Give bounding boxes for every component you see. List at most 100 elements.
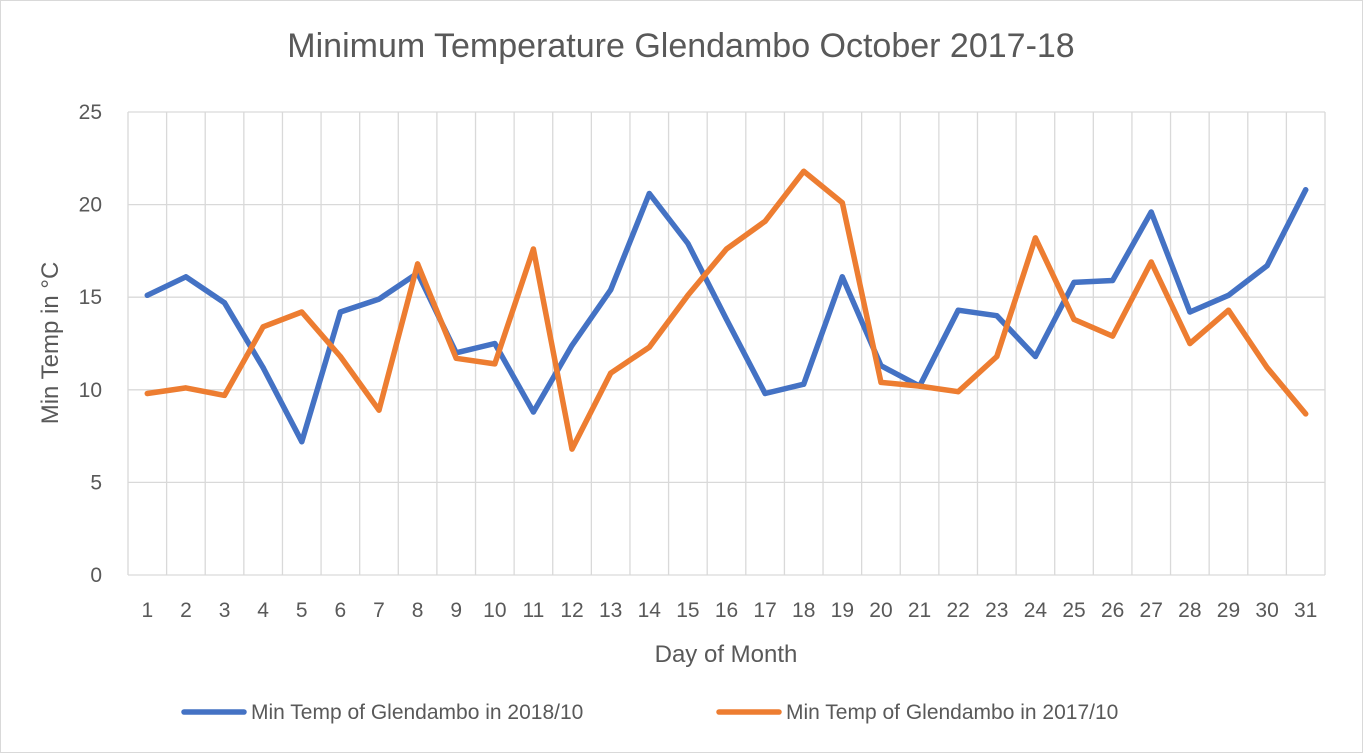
data-point-series-1 xyxy=(1110,277,1116,284)
data-point-series-2 xyxy=(376,407,382,413)
x-tick-label: 17 xyxy=(753,599,776,622)
data-point-series-2 xyxy=(569,446,575,452)
data-point-series-1 xyxy=(299,439,305,445)
data-point-series-1 xyxy=(1187,309,1193,315)
data-point-series-1 xyxy=(530,409,537,415)
x-tick-label: 11 xyxy=(523,599,545,622)
y-axis-label: Min Temp in °C xyxy=(37,262,64,425)
data-point-series-2 xyxy=(1303,411,1309,417)
x-tick-label: 10 xyxy=(483,599,506,622)
data-point-series-1 xyxy=(492,340,498,347)
y-tick-label: 25 xyxy=(79,101,102,124)
data-point-series-2 xyxy=(685,292,691,298)
data-point-series-1 xyxy=(646,190,652,197)
data-point-series-2 xyxy=(801,168,807,174)
data-point-series-2 xyxy=(646,344,652,350)
x-tick-label: 22 xyxy=(946,599,969,622)
data-point-series-1 xyxy=(1148,209,1154,215)
y-tick-labels: 0 5 10 15 20 25 xyxy=(79,101,102,587)
data-point-series-1 xyxy=(994,313,1000,319)
x-tick-label: 23 xyxy=(985,599,1008,622)
y-tick-label: 10 xyxy=(79,379,102,402)
data-point-series-2 xyxy=(839,200,845,206)
data-point-series-1 xyxy=(183,274,189,280)
data-point-series-1 xyxy=(144,292,150,298)
data-point-series-1 xyxy=(723,316,730,323)
x-tick-label: 31 xyxy=(1294,599,1317,622)
x-tick-label: 24 xyxy=(1024,599,1048,622)
data-point-series-2 xyxy=(878,379,884,385)
x-tick-label: 12 xyxy=(560,599,583,622)
data-point-series-2 xyxy=(1071,316,1077,323)
data-point-series-2 xyxy=(221,392,228,398)
data-point-series-2 xyxy=(1225,307,1232,313)
data-point-series-1 xyxy=(376,296,382,302)
data-point-series-1 xyxy=(260,364,266,371)
data-point-series-1 xyxy=(1071,279,1077,285)
grid-lines xyxy=(127,111,1326,576)
data-point-series-2 xyxy=(530,246,537,252)
data-point-series-1 xyxy=(839,274,845,280)
data-point-series-2 xyxy=(1032,235,1039,241)
x-tick-label: 13 xyxy=(599,599,622,622)
data-point-series-2 xyxy=(1264,364,1270,371)
data-point-series-1 xyxy=(1225,292,1232,298)
data-point-series-1 xyxy=(762,390,768,397)
x-tick-label: 20 xyxy=(869,599,892,622)
data-point-series-1 xyxy=(955,307,961,313)
x-tick-label: 16 xyxy=(715,599,738,622)
data-point-series-1 xyxy=(608,287,614,293)
x-tick-label: 1 xyxy=(141,599,153,622)
data-point-series-2 xyxy=(762,218,768,224)
data-point-series-2 xyxy=(453,355,459,361)
x-tick-label: 6 xyxy=(335,599,347,622)
x-tick-label: 30 xyxy=(1255,599,1278,622)
x-tick-label: 27 xyxy=(1140,599,1163,622)
data-point-series-1 xyxy=(569,342,575,348)
data-point-series-2 xyxy=(183,385,189,391)
legend-label-1: Min Temp of Glendambo in 2018/10 xyxy=(251,701,583,724)
x-tick-label: 25 xyxy=(1062,599,1085,622)
x-tick-label: 19 xyxy=(831,599,854,622)
x-tick-label: 21 xyxy=(908,599,931,622)
x-tick-label: 8 xyxy=(412,599,424,622)
x-tick-label: 26 xyxy=(1101,599,1124,622)
data-point-series-1 xyxy=(685,240,691,247)
data-point-series-1 xyxy=(221,300,228,306)
data-point-series-2 xyxy=(144,390,150,397)
legend-label-2: Min Temp of Glendambo in 2017/10 xyxy=(786,701,1118,724)
x-tick-label: 18 xyxy=(792,599,815,622)
data-point-series-2 xyxy=(337,353,343,360)
data-point-series-2 xyxy=(299,309,305,315)
x-tick-label: 5 xyxy=(296,599,308,622)
data-point-series-1 xyxy=(1303,187,1309,193)
data-point-series-2 xyxy=(994,353,1000,360)
data-point-series-2 xyxy=(723,246,730,252)
x-tick-label: 7 xyxy=(373,599,385,622)
data-point-series-2 xyxy=(414,261,421,267)
x-tick-label: 28 xyxy=(1178,599,1201,622)
legend: Min Temp of Glendambo in 2018/10 Min Temp… xyxy=(181,701,1118,724)
data-point-series-1 xyxy=(337,309,343,315)
series-lines xyxy=(144,168,1309,452)
data-point-series-2 xyxy=(608,370,614,376)
data-point-series-2 xyxy=(260,324,266,330)
x-tick-label: 29 xyxy=(1217,599,1240,622)
x-tick-label: 9 xyxy=(450,599,462,622)
data-point-series-2 xyxy=(1110,333,1116,339)
x-tick-label: 14 xyxy=(638,599,662,622)
data-point-series-2 xyxy=(916,383,923,389)
x-tick-label: 2 xyxy=(180,599,192,622)
data-point-series-1 xyxy=(1264,263,1270,269)
y-tick-label: 5 xyxy=(90,471,102,494)
data-point-series-1 xyxy=(1032,353,1039,360)
x-tick-label: 4 xyxy=(257,599,269,622)
data-point-series-2 xyxy=(492,361,498,367)
x-axis-label: Day of Month xyxy=(655,641,798,668)
data-point-series-2 xyxy=(1187,340,1193,347)
y-tick-label: 20 xyxy=(79,194,102,217)
data-point-series-2 xyxy=(1148,259,1154,265)
data-point-series-2 xyxy=(955,389,961,395)
